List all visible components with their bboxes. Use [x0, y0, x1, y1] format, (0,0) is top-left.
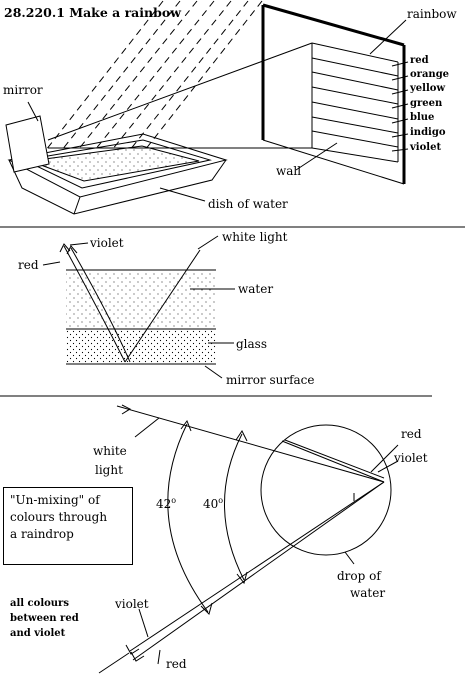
rainbow-leader	[369, 19, 407, 55]
white-label-3: white	[93, 444, 127, 458]
colour-orange: orange	[410, 69, 450, 80]
bottom-violet-label: violet	[115, 597, 149, 611]
mirror-label: mirror	[3, 83, 43, 97]
reflected-beam-top	[47, 42, 313, 141]
white-light-label-2: white light	[222, 230, 288, 244]
rainbow-label: rainbow	[407, 7, 457, 21]
note-line-2: colours through	[10, 510, 108, 524]
white-light-leader-3	[134, 417, 160, 438]
bottom-red-leader	[157, 649, 161, 665]
panel-refraction-layers	[42, 235, 235, 379]
panel-raindrop	[98, 404, 399, 674]
angle-42-value: 42	[156, 497, 172, 511]
all-colours-line-1: all colours	[10, 598, 69, 609]
all-colours-line-3: and violet	[10, 628, 66, 639]
wall	[261, 3, 406, 185]
wall-leader	[295, 142, 338, 171]
mirror	[5, 115, 50, 173]
drop-label-2: water	[350, 586, 386, 600]
dish-label: dish of water	[208, 197, 288, 211]
mirror-leader	[27, 101, 39, 122]
rainbow-bands	[311, 42, 399, 163]
note-line-3: a raindrop	[10, 527, 74, 541]
all-colours-line-2: between red	[10, 613, 79, 624]
colour-leaders	[391, 61, 409, 152]
incoming-white-ray	[116, 405, 385, 483]
mirror-surface-leader	[204, 365, 223, 379]
sunlight-rays	[45, 0, 263, 151]
angle-arc-42	[167, 423, 209, 613]
angle-42-degree-mark: o	[171, 496, 177, 505]
diagram-title: 28.220.1 Make a rainbow	[4, 5, 181, 20]
violet-label-2: violet	[90, 236, 124, 250]
bottom-violet-leader	[138, 608, 149, 638]
drop-leader	[344, 551, 355, 565]
angle-arc-40	[224, 433, 245, 581]
angle-42-label: 42o	[156, 496, 177, 512]
angle-40-degree-mark: o	[218, 496, 224, 505]
red-label-3: red	[401, 427, 422, 441]
violet-leader	[69, 242, 89, 246]
glass-layer	[66, 329, 216, 364]
light-label-3: light	[95, 463, 123, 477]
red-leader	[42, 261, 61, 266]
note-line-1: "Un-mixing" of	[10, 493, 100, 507]
unmixing-note-box: "Un-mixing" of colours through a raindro…	[3, 487, 133, 565]
colour-blue: blue	[410, 112, 435, 123]
all-colours-leader	[98, 652, 130, 674]
drop-label-1: drop of	[337, 569, 381, 583]
colour-green: green	[410, 98, 443, 109]
angle-40-value: 40	[203, 497, 219, 511]
colour-red: red	[410, 55, 429, 66]
red-label-2: red	[18, 258, 39, 272]
red-ray	[70, 247, 131, 363]
colour-violet: violet	[410, 142, 442, 153]
white-light-leader	[197, 235, 219, 250]
violet-leader-3	[377, 460, 399, 473]
bottom-red-label: red	[166, 657, 187, 671]
dish-of-water	[7, 133, 228, 215]
violet-label-3: violet	[394, 451, 428, 465]
mirror-surface-label: mirror surface	[226, 373, 315, 387]
exit-ray-red	[132, 481, 385, 661]
panel-make-a-rainbow	[5, 0, 409, 215]
colour-indigo: indigo	[410, 127, 446, 138]
dish-leader	[159, 187, 206, 202]
exit-ray-violet	[129, 481, 385, 652]
white-light-ray	[124, 249, 201, 363]
water-label: water	[238, 282, 274, 296]
colour-yellow: yellow	[410, 83, 446, 94]
wall-label: wall	[276, 164, 302, 178]
violet-ray	[63, 245, 126, 363]
angle-40-label: 40o	[203, 496, 224, 512]
glass-label: glass	[236, 337, 267, 351]
water-layer	[66, 270, 216, 329]
red-leader-3	[370, 444, 399, 473]
raindrop	[260, 424, 392, 556]
